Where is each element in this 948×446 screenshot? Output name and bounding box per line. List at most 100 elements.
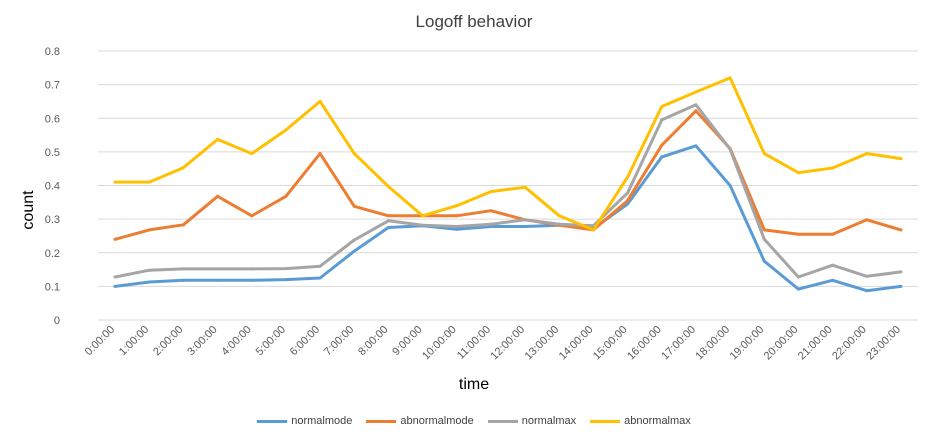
x-tick-label: 0:00:00	[83, 324, 117, 358]
x-tick-label: 18:00:00	[693, 324, 732, 363]
data-point-normalmode	[523, 225, 527, 229]
data-point-normalmax	[147, 268, 151, 272]
legend-label: normalmode	[291, 415, 353, 427]
data-point-abnormalmax	[796, 171, 800, 175]
x-tick-label: 22:00:00	[830, 324, 869, 363]
x-tick-label: 19:00:00	[728, 324, 767, 363]
x-tick-label: 9:00:00	[390, 324, 424, 358]
data-point-normalmax	[899, 270, 903, 274]
data-point-abnormalmax	[421, 214, 425, 218]
data-point-normalmode	[181, 278, 185, 282]
data-point-abnormalmode	[386, 214, 390, 218]
x-tick-label: 16:00:00	[625, 324, 664, 363]
data-point-abnormalmax	[899, 157, 903, 161]
legend-label: abnormalmax	[624, 415, 691, 427]
data-point-normalmode	[728, 184, 732, 187]
data-point-abnormalmode	[796, 232, 800, 236]
data-point-normalmax	[250, 267, 254, 271]
legend: normalmode abnormalmode normalmax abnormalm…	[0, 415, 948, 427]
x-tick-label: 4:00:00	[219, 324, 253, 358]
data-point-normalmode	[694, 144, 698, 148]
data-point-abnormalmax	[352, 152, 356, 156]
data-point-normalmode	[626, 202, 630, 206]
data-point-normalmode	[865, 289, 869, 293]
data-point-normalmax	[181, 267, 185, 271]
data-point-normalmode	[113, 284, 117, 288]
data-point-normalmax	[386, 219, 390, 223]
x-tick-label: 20:00:00	[762, 324, 801, 363]
data-point-normalmax	[796, 275, 800, 279]
data-point-normalmax	[284, 267, 288, 271]
data-point-abnormalmax	[762, 152, 766, 156]
data-point-abnormalmax	[113, 180, 117, 184]
data-point-normalmax	[728, 147, 732, 151]
x-tick-label: 21:00:00	[796, 324, 835, 363]
data-point-abnormalmode	[660, 143, 664, 147]
data-point-abnormalmax	[591, 228, 595, 232]
series-line-normalmode	[113, 144, 903, 293]
data-point-abnormalmax	[318, 99, 322, 103]
data-point-abnormalmax	[694, 90, 698, 94]
data-point-abnormalmode	[626, 199, 630, 203]
data-point-abnormalmax	[557, 214, 561, 218]
data-point-abnormalmax	[489, 190, 493, 194]
legend-label: abnormalmode	[400, 415, 474, 427]
data-point-abnormalmax	[523, 185, 527, 189]
data-point-normalmode	[455, 227, 459, 231]
x-tick-label: 3:00:00	[185, 324, 219, 358]
data-point-normalmode	[660, 155, 664, 159]
data-point-normalmax	[831, 263, 835, 267]
y-tick-label: 0.2	[45, 248, 60, 260]
y-tick-label: 0.8	[45, 46, 60, 58]
data-point-abnormalmode	[216, 194, 220, 198]
data-point-abnormalmode	[147, 228, 151, 232]
data-point-abnormalmax	[250, 152, 254, 156]
data-point-normalmode	[318, 276, 322, 280]
y-tick-label: 0.3	[45, 214, 60, 226]
legend-swatch	[487, 419, 518, 423]
data-point-abnormalmax	[660, 104, 664, 108]
legend-swatch	[366, 419, 397, 423]
chart-title: Logoff behavior	[415, 12, 533, 31]
data-point-normalmode	[284, 278, 288, 282]
data-point-normalmax	[626, 191, 630, 195]
data-point-normalmode	[762, 259, 766, 263]
data-point-normalmax	[489, 222, 493, 226]
data-point-abnormalmode	[352, 204, 356, 208]
x-tick-label: 11:00:00	[455, 324, 493, 362]
x-tick-label: 14:00:00	[557, 324, 596, 363]
x-tick-label: 23:00:00	[864, 324, 903, 363]
legend-item-abnormalmax: abnormalmax	[590, 415, 691, 427]
y-tick-label: 0.1	[45, 281, 60, 293]
data-point-normalmax	[318, 264, 322, 268]
data-point-normalmax	[113, 275, 117, 279]
data-point-abnormalmax	[181, 166, 185, 170]
x-axis-label: time	[458, 376, 490, 393]
data-point-abnormalmax	[865, 152, 869, 156]
data-point-normalmode	[831, 278, 835, 282]
x-tick-label: 7:00:00	[322, 324, 356, 358]
data-point-abnormalmax	[147, 180, 151, 184]
legend-swatch	[257, 419, 288, 423]
legend-swatch	[590, 419, 621, 423]
series-line-abnormalmode	[113, 109, 903, 241]
data-point-abnormalmax	[728, 76, 732, 80]
data-point-abnormalmode	[318, 152, 322, 156]
y-tick-label: 0.5	[45, 147, 60, 159]
legend-item-abnormalmode: abnormalmode	[366, 415, 474, 427]
x-tick-label: 17:00:00	[659, 324, 698, 363]
x-tick-label: 2:00:00	[151, 324, 185, 358]
data-point-normalmode	[386, 226, 390, 230]
data-point-normalmax	[352, 238, 356, 242]
data-point-normalmode	[216, 278, 220, 282]
x-tick-label: 12:00:00	[488, 324, 527, 363]
data-point-normalmax	[762, 237, 766, 241]
data-point-normalmax	[523, 218, 527, 222]
y-tick-label: 0	[54, 315, 60, 327]
series-line-normalmax	[113, 103, 903, 279]
data-point-normalmode	[899, 284, 903, 288]
data-point-abnormalmode	[284, 194, 288, 198]
x-tick-label: 10:00:00	[420, 324, 459, 363]
data-point-abnormalmode	[831, 232, 835, 236]
